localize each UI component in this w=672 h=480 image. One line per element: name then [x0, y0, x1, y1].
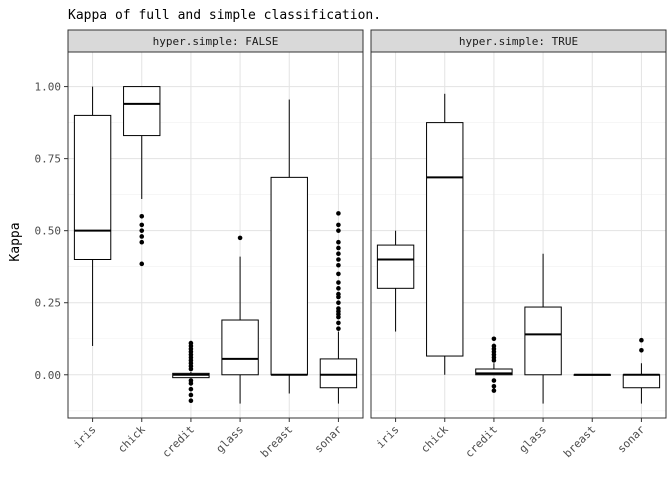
- box-body: [319, 358, 358, 389]
- x-tick-label: credit: [160, 423, 197, 460]
- box-glass: [221, 235, 259, 404]
- box-body: [73, 114, 112, 260]
- outlier-point: [188, 366, 194, 372]
- outlier-point: [491, 336, 497, 342]
- outlier-point: [639, 337, 644, 343]
- box-chick: [426, 93, 464, 375]
- box-sonar: [622, 337, 661, 404]
- panel-background: [371, 52, 666, 418]
- x-tick-label: sonar: [312, 423, 345, 456]
- outlier-point: [491, 378, 497, 383]
- y-tick-label: 0.75: [35, 153, 62, 166]
- x-tick-label: breast: [561, 423, 598, 460]
- box-body: [123, 86, 161, 137]
- outlier-point: [336, 211, 341, 216]
- x-tick-label: breast: [258, 423, 295, 460]
- outlier-point: [336, 262, 341, 268]
- outlier-point: [491, 383, 497, 389]
- facet-strip-label: hyper.simple: TRUE: [459, 35, 578, 48]
- facet-strip-label: hyper.simple: FALSE: [153, 35, 279, 48]
- outlier-point: [336, 326, 341, 331]
- x-tick-label: sonar: [615, 423, 648, 456]
- outlier-point: [336, 291, 341, 297]
- outlier-point: [336, 300, 341, 306]
- box-breast: [573, 373, 611, 376]
- outlier-point: [336, 280, 341, 285]
- box-body: [524, 306, 562, 376]
- y-tick-label: 0.00: [35, 369, 62, 382]
- outlier-point: [336, 239, 341, 245]
- outlier-point: [139, 239, 145, 245]
- x-tick-label: iris: [374, 423, 402, 451]
- box-body: [221, 319, 259, 376]
- y-axis-title: Kappa: [8, 222, 23, 261]
- chart-title: Kappa of full and simple classification.: [68, 8, 381, 23]
- y-tick-label: 0.50: [35, 225, 62, 238]
- facet-panel-1: hyper.simple: FALSE iris chick credit glass b…: [67, 29, 364, 460]
- y-axis: 0.00 0.25 0.50 0.75 1.00: [35, 81, 68, 382]
- outlier-point: [491, 388, 497, 393]
- box-credit: [475, 336, 513, 393]
- box-iris: [73, 86, 112, 346]
- outlier-point: [139, 222, 145, 228]
- outlier-point: [336, 228, 341, 233]
- y-tick-label: 0.25: [35, 297, 62, 310]
- outlier-point: [188, 392, 194, 398]
- outlier-point: [639, 347, 644, 353]
- outlier-point: [139, 228, 145, 233]
- x-tick-label: credit: [463, 423, 500, 460]
- box-body: [426, 122, 464, 357]
- outlier-point: [336, 306, 341, 311]
- outlier-point: [139, 261, 145, 267]
- box-chick: [123, 86, 161, 267]
- box-body: [270, 176, 308, 376]
- x-tick-label: iris: [71, 423, 99, 451]
- outlier-point: [188, 398, 194, 404]
- box-glass: [524, 253, 562, 404]
- outlier-point: [491, 358, 497, 363]
- facet-panel-2: hyper.simple: TRUE iris chick credit glass br…: [370, 29, 667, 460]
- x-tick-label: glass: [517, 423, 550, 456]
- outlier-point: [336, 257, 341, 262]
- box-iris: [376, 230, 415, 332]
- box-credit: [172, 340, 210, 404]
- panel-background: [68, 52, 363, 418]
- box-body: [475, 368, 513, 376]
- outlier-point: [336, 245, 341, 251]
- outlier-point: [139, 213, 145, 219]
- x-tick-label: glass: [214, 423, 247, 456]
- x-tick-label: chick: [418, 423, 451, 456]
- outlier-point: [188, 381, 194, 386]
- panel-border: [67, 51, 364, 419]
- box-body: [376, 244, 415, 289]
- box-body: [622, 374, 661, 389]
- outlier-point: [139, 234, 145, 239]
- outlier-point: [237, 235, 243, 241]
- box-breast: [270, 99, 308, 394]
- outlier-point: [336, 271, 341, 277]
- outlier-point: [336, 320, 341, 326]
- outlier-point: [336, 286, 341, 291]
- outlier-point: [336, 222, 341, 228]
- outlier-point: [188, 386, 194, 392]
- panel-border: [370, 51, 667, 419]
- outlier-point: [336, 251, 341, 257]
- x-tick-label: chick: [115, 423, 148, 456]
- y-tick-label: 1.00: [35, 81, 62, 94]
- box-sonar: [319, 211, 358, 404]
